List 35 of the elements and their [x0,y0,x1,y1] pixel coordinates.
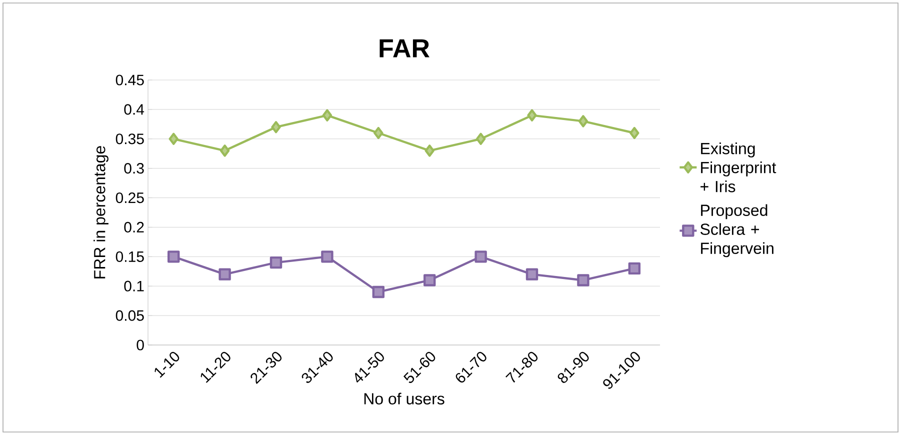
y-tick-label: 0.05 [116,310,144,321]
point [372,286,384,298]
y-tick-label: 0.25 [116,192,144,204]
point [321,250,334,263]
y-tick-label: 0 [136,340,144,350]
point [374,126,384,140]
y-tick-label: 0.1 [124,280,144,292]
point [168,132,178,145]
point [424,144,434,157]
point [527,109,537,122]
point [424,274,436,286]
point [220,144,230,157]
y-tick-label: 0.3 [124,163,144,174]
y-axis-title: FRR in percentage [94,146,108,278]
y-tick-label: 0.35 [116,134,144,144]
point [630,126,640,140]
chart-title: FAR [380,39,430,58]
legend-label: Proposed Sclera + Fingervein [700,204,774,258]
y-tick-label: 0.15 [116,251,144,262]
y-tick-label: 0.2 [124,222,144,233]
point [578,115,588,128]
y-tick-label: 0.4 [124,104,144,115]
point [476,132,486,145]
point [168,250,180,263]
point [218,268,231,280]
legend-label: Existing Fingerprint + Iris [700,142,776,192]
point [322,109,332,122]
point [577,274,590,286]
point [628,262,640,275]
point [270,256,282,269]
point [526,268,538,280]
point [474,250,487,263]
y-tick-label: 0.45 [116,74,144,86]
x-axis-title: No of users [364,392,444,404]
point [271,121,281,134]
